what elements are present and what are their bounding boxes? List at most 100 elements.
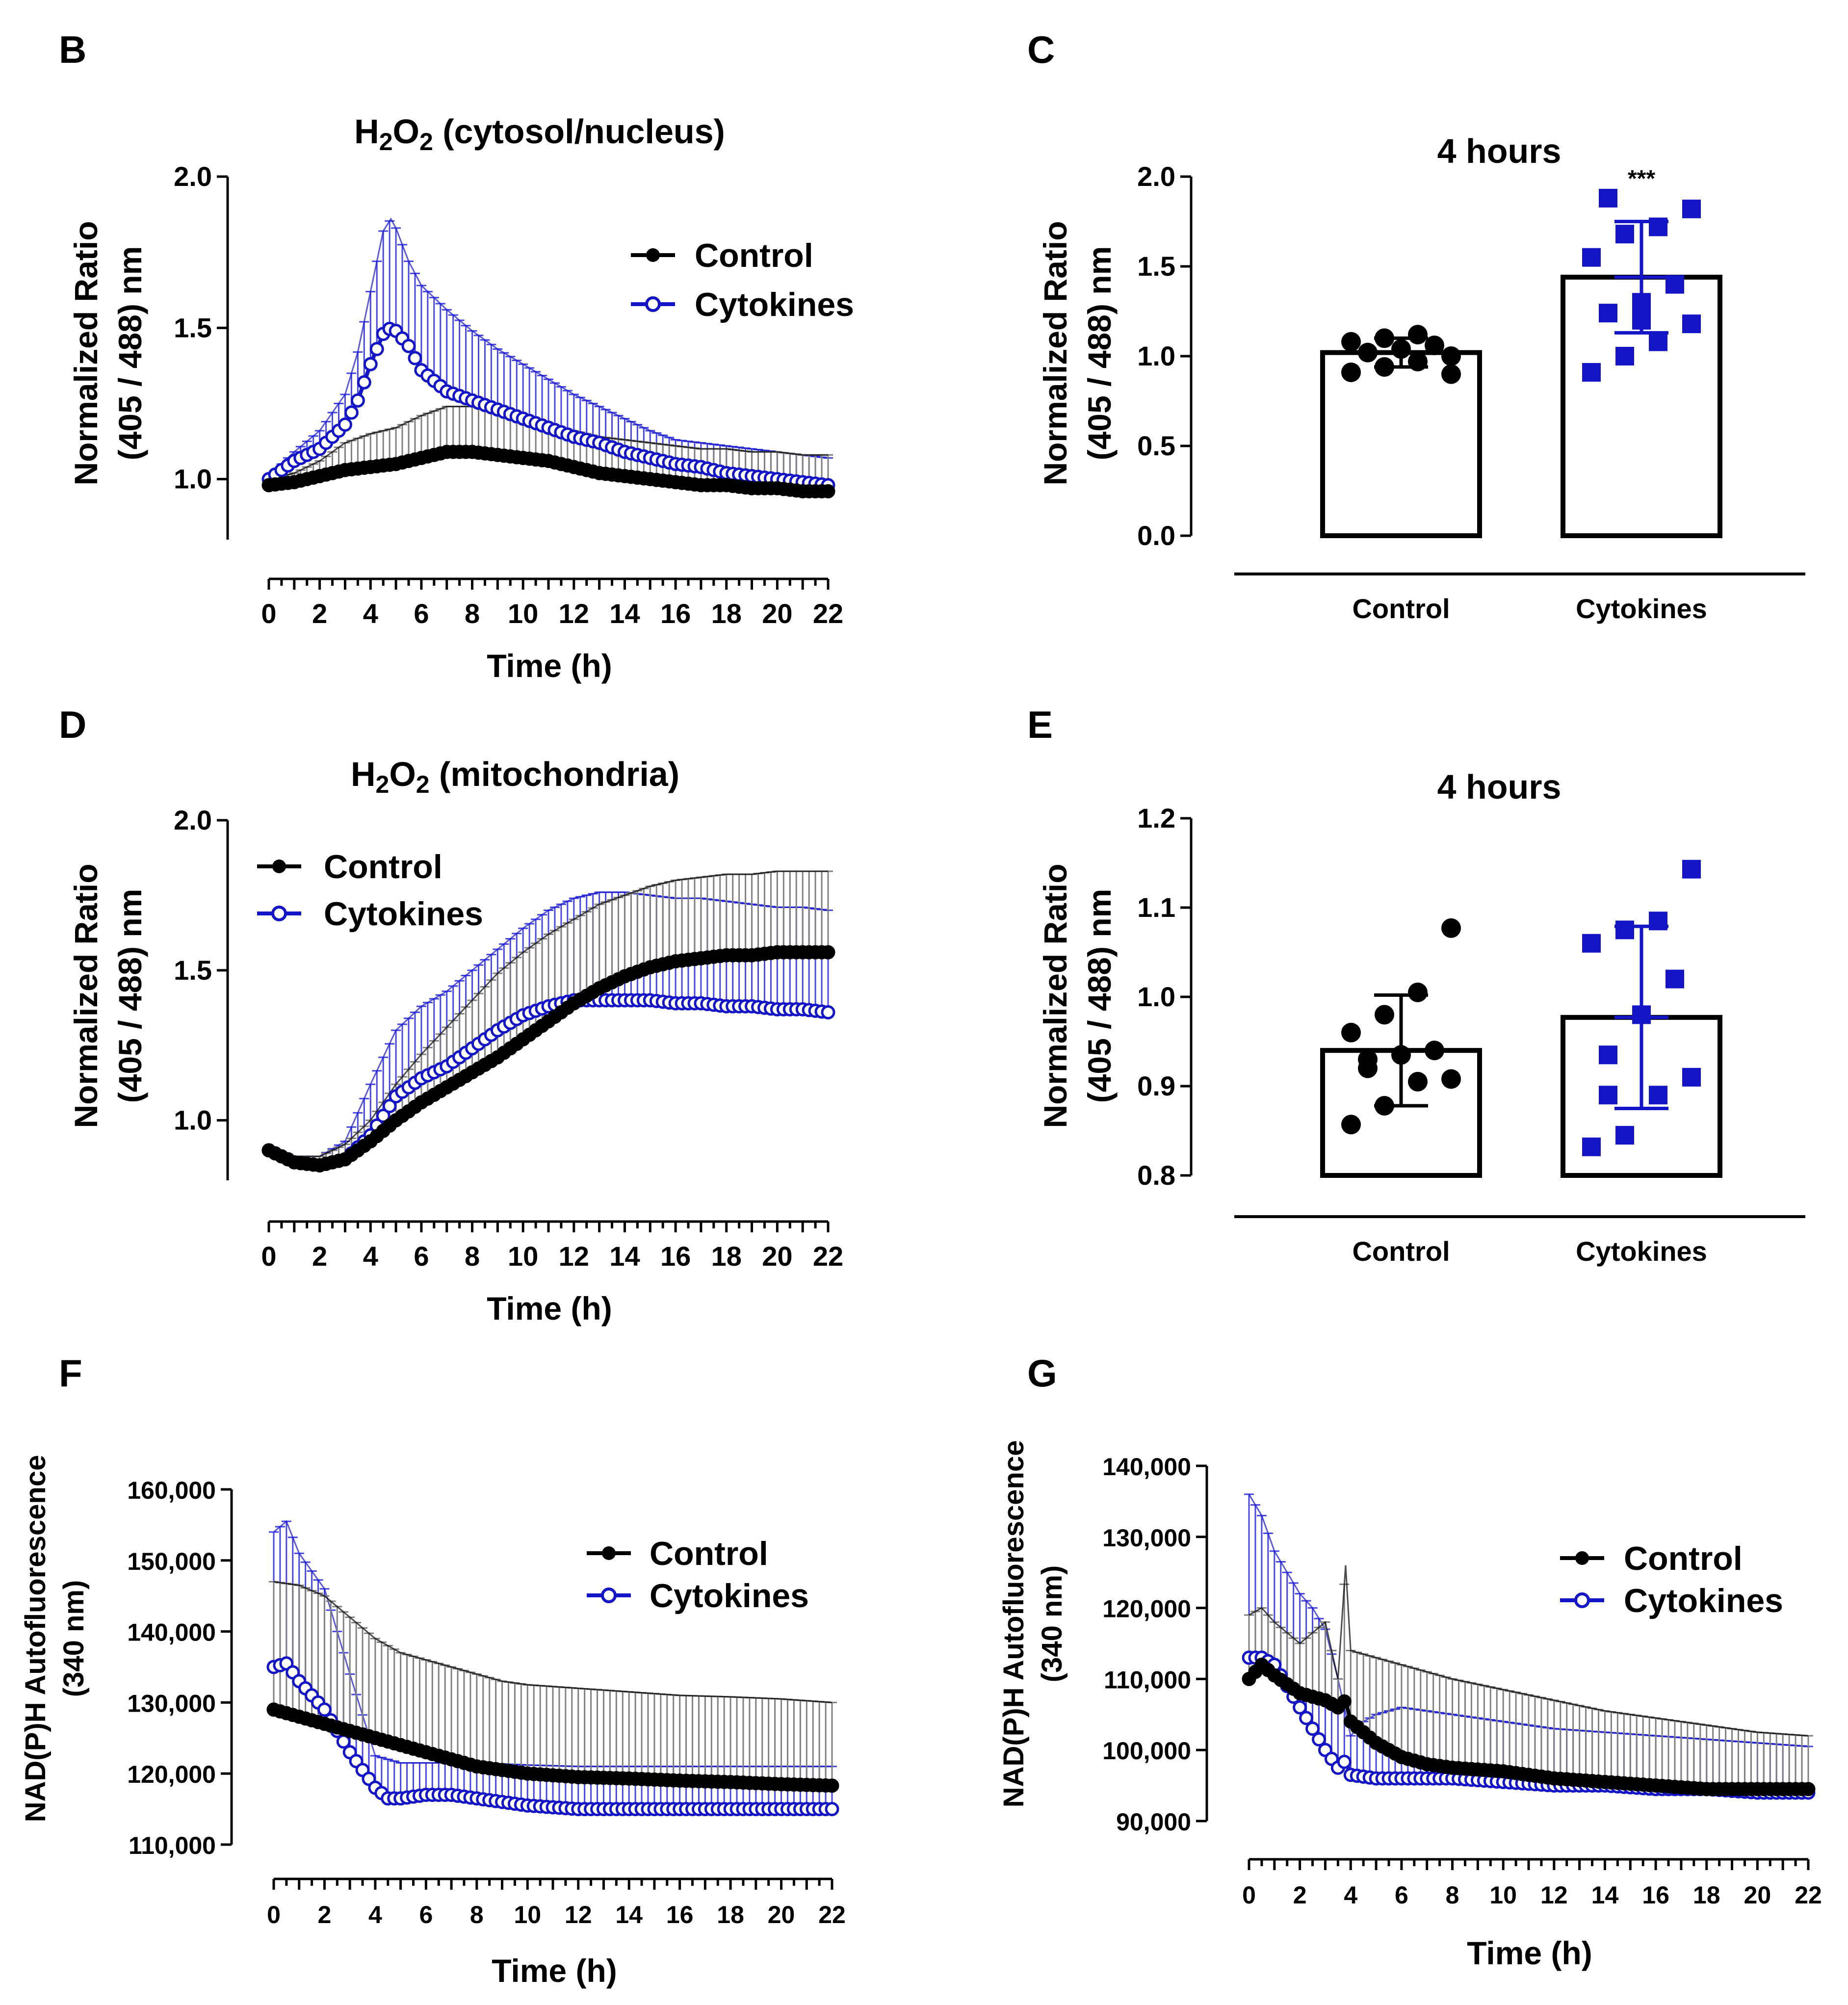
cytokines-point bbox=[1649, 332, 1667, 351]
x-tick-label: 22 bbox=[813, 1241, 843, 1272]
x-tick-label: 22 bbox=[818, 1901, 846, 1928]
panel-c-ylabel-line1: Normalized Ratio bbox=[1037, 221, 1073, 485]
panel-d: D H2O2 (mitochondria) Normalized Ratio (… bbox=[59, 703, 843, 1327]
panel-letter-f: F bbox=[59, 1352, 82, 1395]
cytokines-series bbox=[266, 1656, 839, 1817]
x-tick-label: 10 bbox=[514, 1901, 541, 1928]
cytokines-point bbox=[1682, 314, 1701, 334]
panel-e-ylabel: Normalized Ratio (405 / 488) nm bbox=[1037, 863, 1118, 1128]
cytokines-point bbox=[1666, 275, 1684, 294]
y-tick-label: 120,000 bbox=[1102, 1595, 1191, 1623]
control-series bbox=[1242, 1657, 1816, 1797]
control-point bbox=[1801, 1782, 1816, 1797]
control-point bbox=[1441, 1069, 1461, 1089]
x-tick-label: 12 bbox=[1540, 1881, 1568, 1909]
control-point bbox=[1441, 346, 1461, 366]
panel-f-ylabel-line2: (340 nm) bbox=[58, 1580, 90, 1697]
legend-cytokines-label: Cytokines bbox=[695, 286, 854, 323]
cytokines-point bbox=[825, 1802, 839, 1817]
y-tick-label: 1.2 bbox=[1137, 803, 1175, 833]
x-tick-label: 2 bbox=[318, 1901, 332, 1928]
panel-b-title: H2O2 (cytosol/nucleus) bbox=[354, 112, 725, 156]
x-tick-label: 18 bbox=[711, 1241, 742, 1272]
panel-d-ylabel-line2: (405 / 488) nm bbox=[112, 889, 148, 1103]
cytokines-point bbox=[1599, 1045, 1617, 1065]
y-tick-label: 0.9 bbox=[1137, 1070, 1175, 1101]
x-tick-label: 12 bbox=[559, 598, 589, 629]
control-point bbox=[1358, 342, 1378, 363]
cytokines-point bbox=[1599, 304, 1617, 323]
y-tick-label: 1.1 bbox=[1137, 892, 1175, 923]
control-point bbox=[1341, 1022, 1361, 1042]
control-point bbox=[1358, 1049, 1378, 1069]
cytokines-point bbox=[1599, 1086, 1617, 1105]
panel-letter-e: E bbox=[1027, 703, 1053, 746]
y-tick-label: 110,000 bbox=[129, 1832, 216, 1859]
panel-b-ylabel-line2: (405 / 488) nm bbox=[112, 246, 148, 461]
control-error-upper-line bbox=[1249, 1565, 1809, 1737]
panel-g: G NAD(P)H Autofluorescence (340 nm) Time… bbox=[998, 1352, 1822, 1971]
control-point bbox=[1341, 332, 1361, 352]
x-tick-label: 6 bbox=[414, 598, 429, 629]
x-tick-label: 8 bbox=[1446, 1881, 1459, 1909]
y-tick-label: 1.0 bbox=[174, 464, 212, 495]
legend-control-marker bbox=[272, 859, 286, 873]
control-series bbox=[261, 945, 835, 1172]
panel-letter-c: C bbox=[1027, 28, 1055, 71]
x-tick-label: 0 bbox=[261, 598, 276, 629]
cytokines-point bbox=[401, 339, 416, 353]
control-point bbox=[1408, 982, 1428, 1002]
x-tick-label: 20 bbox=[762, 598, 792, 629]
x-tick-label: 10 bbox=[508, 598, 538, 629]
control-error-upper-line bbox=[273, 1581, 833, 1703]
panel-d-title: H2O2 (mitochondria) bbox=[351, 755, 679, 798]
control-point bbox=[1341, 362, 1361, 382]
cytokines-point bbox=[317, 1702, 332, 1717]
x-tick-label: 4 bbox=[363, 598, 378, 629]
panel-f-legend: Control Cytokines bbox=[587, 1535, 809, 1614]
panel-e-ylabel-line1: Normalized Ratio bbox=[1037, 863, 1073, 1128]
control-point bbox=[1408, 325, 1428, 345]
cytokines-point bbox=[1582, 934, 1601, 953]
y-tick-label: 2.0 bbox=[1137, 161, 1175, 192]
control-point bbox=[1408, 1071, 1428, 1092]
panel-letter-b: B bbox=[59, 28, 86, 71]
legend-control-label: Control bbox=[650, 1535, 768, 1572]
legend-control-marker bbox=[646, 248, 660, 262]
control-point bbox=[1337, 1694, 1352, 1709]
legend-cytokines-label: Cytokines bbox=[650, 1577, 809, 1614]
x-tick-label: 22 bbox=[813, 598, 843, 629]
x-tick-label: 8 bbox=[465, 1241, 480, 1272]
cytokines-point bbox=[408, 351, 422, 365]
x-tick-label: 22 bbox=[1795, 1881, 1822, 1909]
panel-c-plot: 0.0 0.5 1.0 1.5 2.0 Control Cytokines bbox=[1137, 161, 1805, 624]
cytokines-point bbox=[1312, 1732, 1326, 1746]
cytokines-point bbox=[1337, 1754, 1352, 1769]
cytokines-point bbox=[382, 1099, 397, 1114]
panel-f-ylabel: NAD(P)H Autofluorescence (340 nm) bbox=[20, 1455, 90, 1823]
control-point bbox=[1441, 918, 1461, 938]
category-label-control: Control bbox=[1352, 593, 1450, 624]
panel-d-ylabel-line1: Normalized Ratio bbox=[68, 863, 104, 1128]
x-tick-label: 8 bbox=[465, 598, 480, 629]
x-tick-label: 20 bbox=[762, 1241, 792, 1272]
control-error-band bbox=[269, 1581, 837, 1786]
x-tick-label: 14 bbox=[1591, 1881, 1619, 1909]
cytokines-point bbox=[1305, 1721, 1320, 1736]
control-series bbox=[266, 1702, 839, 1793]
y-tick-label: 2.0 bbox=[174, 161, 212, 192]
control-point bbox=[1375, 1005, 1394, 1025]
y-tick-label: 160,000 bbox=[127, 1477, 216, 1504]
panel-d-xlabel: Time (h) bbox=[487, 1290, 612, 1327]
cytokines-error-upper-line bbox=[268, 891, 829, 1157]
x-tick-label: 14 bbox=[615, 1901, 643, 1928]
control-point bbox=[1341, 1115, 1361, 1135]
cytokines-point bbox=[376, 1108, 390, 1123]
y-tick-label: 0.5 bbox=[1137, 430, 1175, 461]
control-point bbox=[1425, 336, 1444, 356]
cytokines-point bbox=[1299, 1711, 1314, 1725]
x-tick-label: 6 bbox=[414, 1241, 429, 1272]
x-tick-label: 20 bbox=[1744, 1881, 1771, 1909]
x-tick-label: 12 bbox=[559, 1241, 589, 1272]
